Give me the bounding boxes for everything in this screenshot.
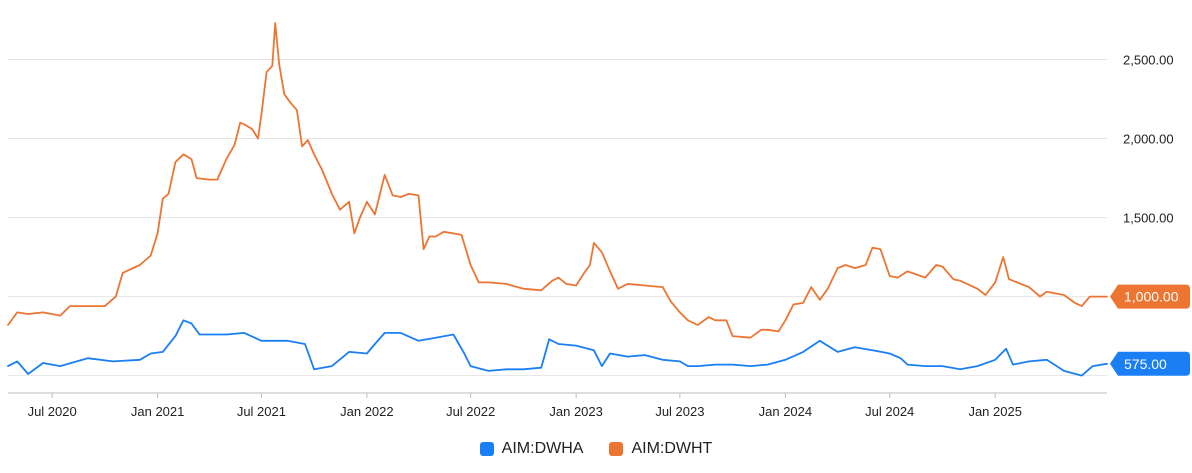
legend-label-dwht: AIM:DWHT — [631, 440, 713, 457]
last-value-badges: 575.00 1,000.00 — [1110, 284, 1190, 376]
badge-value: 575.00 — [1124, 356, 1167, 372]
legend-swatch-dwht — [609, 442, 624, 456]
last-value-badge: 1,000.00 — [1110, 284, 1190, 309]
x-tick-label: Jan 2025 — [968, 404, 1022, 419]
x-tick-label: Jul 2020 — [28, 404, 77, 419]
x-tick-label: Jan 2022 — [340, 404, 394, 419]
x-tick-label: Jan 2023 — [549, 404, 603, 419]
series-line-aim-dwha — [7, 319, 1108, 377]
x-tick-label: Jul 2024 — [865, 404, 914, 419]
y-tick-label: 1,500.00 — [1123, 211, 1174, 226]
gridlines — [8, 59, 1107, 377]
badge-value: 1,000.00 — [1124, 289, 1179, 305]
legend-item-dwha[interactable]: AIM:DWHA — [479, 440, 584, 458]
x-tick-label: Jul 2021 — [237, 404, 286, 419]
series-line-aim-dwht — [7, 22, 1108, 339]
x-tick-label: Jul 2023 — [655, 404, 704, 419]
y-tick-label: 2,000.00 — [1123, 132, 1174, 147]
legend-label-dwha: AIM:DWHA — [501, 440, 584, 457]
legend-swatch-dwha — [479, 442, 494, 456]
x-axis: Jul 2020 Jan 2021 Jul 2021 Jan 2022 Jul 2022… — [8, 392, 1107, 419]
x-tick-label: Jan 2024 — [759, 404, 813, 419]
y-tick-label: 2,500.00 — [1123, 53, 1174, 68]
legend: AIM:DWHA AIM:DWHT — [0, 440, 1192, 458]
badge-shape — [1110, 351, 1190, 376]
badge-shape — [1110, 284, 1190, 309]
x-tick-label: Jul 2022 — [446, 404, 495, 419]
legend-item-dwht[interactable]: AIM:DWHT — [609, 440, 712, 458]
y-axis: 1,000.001,500.002,000.002,500.00 — [1123, 53, 1174, 305]
last-value-badge: 575.00 — [1110, 351, 1190, 376]
series-layer — [7, 22, 1108, 377]
x-tick-label: Jan 2021 — [131, 404, 185, 419]
line-chart: Jul 2020 Jan 2021 Jul 2021 Jan 2022 Jul 2022… — [7, 22, 1190, 419]
